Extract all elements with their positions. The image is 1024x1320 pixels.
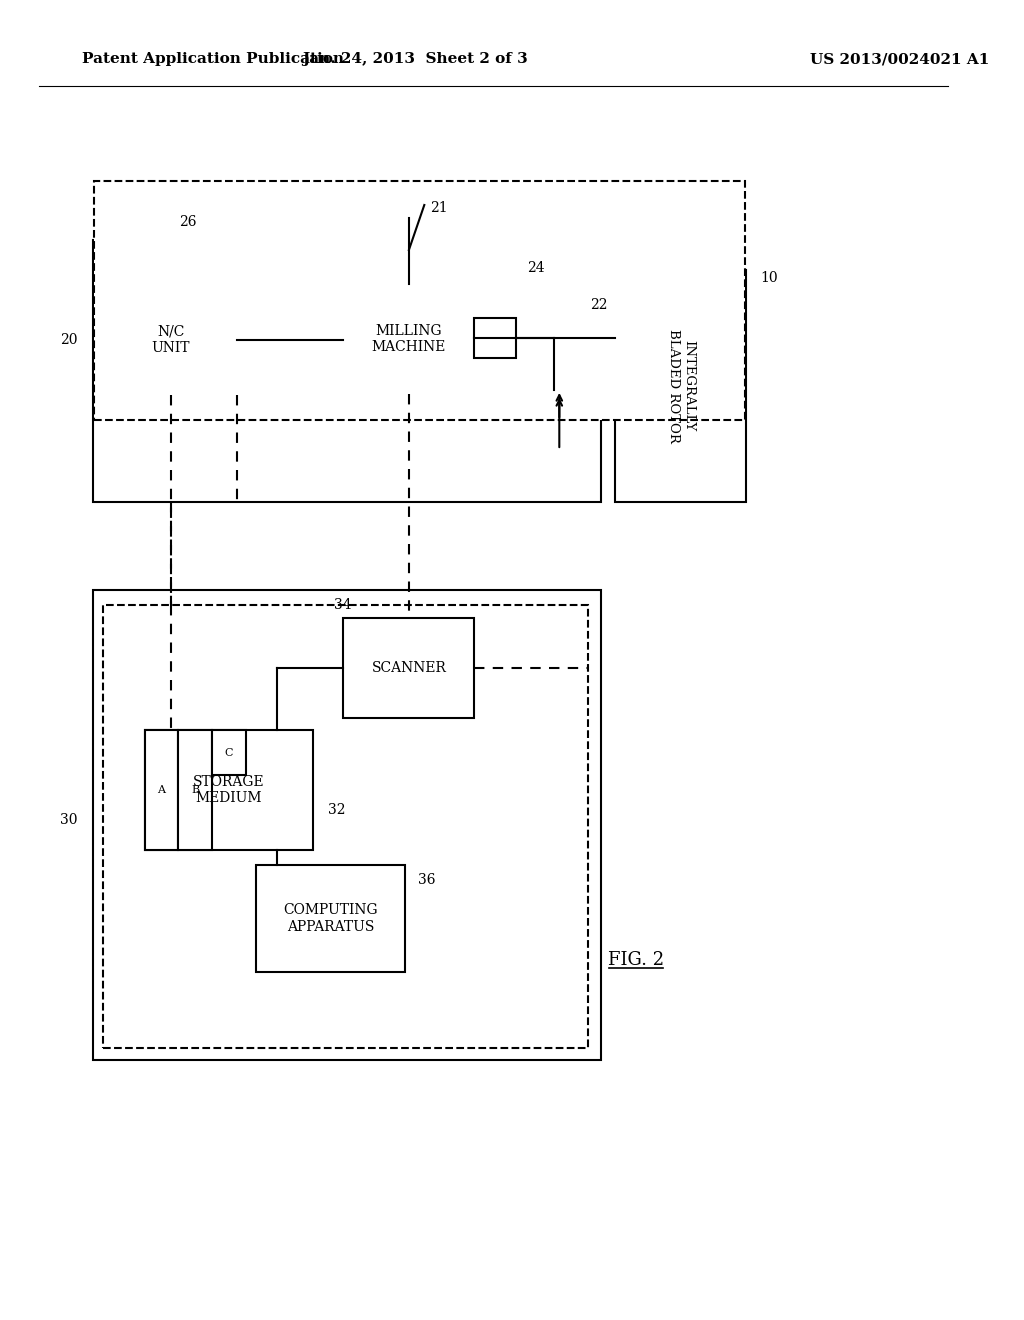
Text: 36: 36 xyxy=(418,873,435,887)
Text: C: C xyxy=(225,747,233,758)
Bar xyxy=(92,590,601,1060)
Bar xyxy=(144,730,313,850)
Text: Patent Application Publication: Patent Application Publication xyxy=(82,53,344,66)
Text: 10: 10 xyxy=(761,271,778,285)
Text: SCANNER: SCANNER xyxy=(372,661,446,675)
Text: 34: 34 xyxy=(335,598,352,612)
Text: N/C
UNIT: N/C UNIT xyxy=(152,325,189,355)
Text: STORAGE
MEDIUM: STORAGE MEDIUM xyxy=(194,775,265,805)
Bar xyxy=(92,240,601,502)
Bar xyxy=(474,318,516,358)
Bar xyxy=(343,284,474,393)
Text: 32: 32 xyxy=(328,803,345,817)
Bar xyxy=(256,865,406,972)
Text: 20: 20 xyxy=(59,333,77,347)
Text: INTEGRALLY
BLADED ROTOR: INTEGRALLY BLADED ROTOR xyxy=(667,329,695,444)
Text: A: A xyxy=(158,785,166,795)
Text: COMPUTING
APPARATUS: COMPUTING APPARATUS xyxy=(283,903,378,933)
Bar xyxy=(178,730,212,850)
Text: 24: 24 xyxy=(527,261,545,275)
Text: 21: 21 xyxy=(430,201,447,215)
Text: 22: 22 xyxy=(590,298,607,312)
Text: US 2013/0024021 A1: US 2013/0024021 A1 xyxy=(810,53,989,66)
Bar xyxy=(343,618,474,718)
Bar xyxy=(615,271,746,502)
Bar xyxy=(93,181,745,420)
Text: 30: 30 xyxy=(59,813,77,828)
Bar xyxy=(144,730,178,850)
Text: FIG. 2: FIG. 2 xyxy=(608,950,665,969)
Text: B: B xyxy=(191,785,200,795)
Text: MILLING
MACHINE: MILLING MACHINE xyxy=(372,323,446,354)
Text: Jan. 24, 2013  Sheet 2 of 3: Jan. 24, 2013 Sheet 2 of 3 xyxy=(302,53,527,66)
Bar xyxy=(104,284,238,395)
Text: 26: 26 xyxy=(179,215,197,228)
Bar xyxy=(103,605,588,1048)
Bar xyxy=(212,730,246,775)
